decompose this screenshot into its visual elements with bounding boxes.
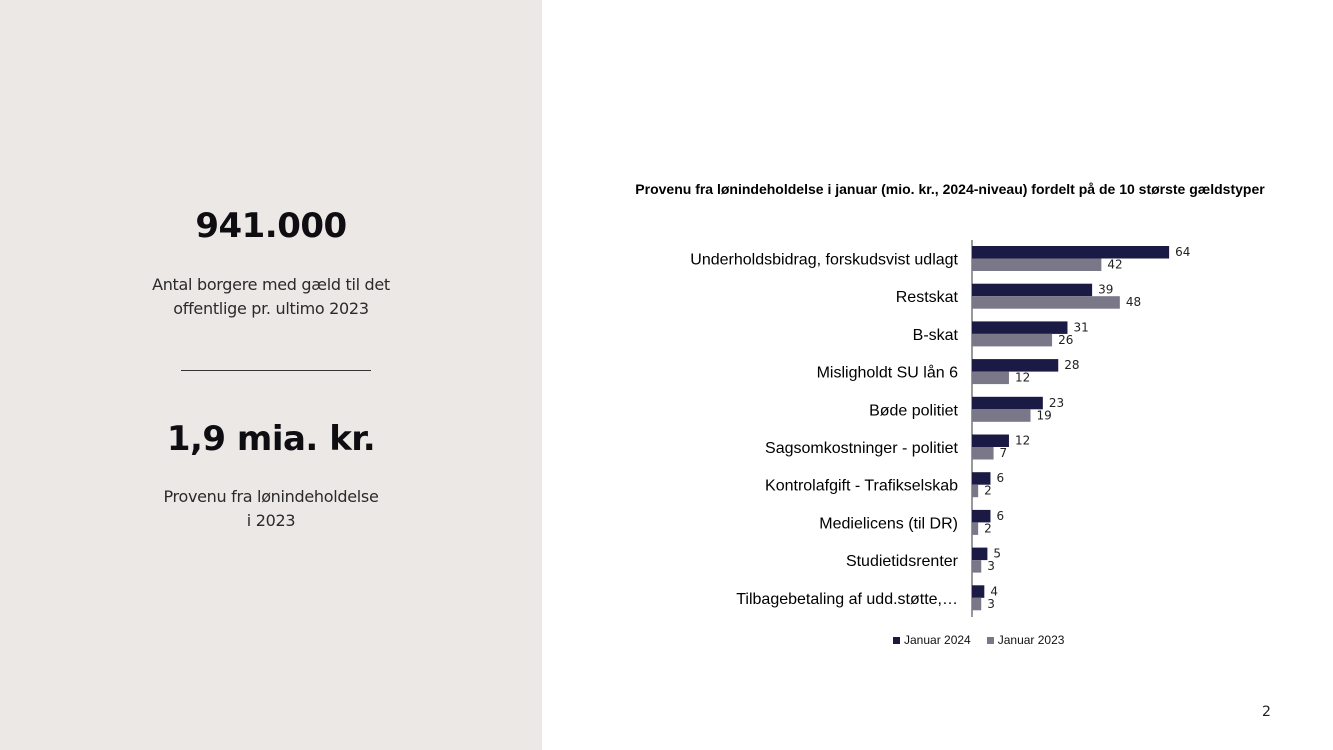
bar-2023: [972, 258, 1102, 271]
bar-2023: [972, 409, 1031, 422]
data-label: 3: [987, 559, 995, 573]
bar-2023: [972, 371, 1009, 385]
bar-2024: [972, 283, 1093, 297]
data-label: 12: [1015, 371, 1030, 385]
bar-2024: [972, 472, 991, 485]
data-label: 12: [1015, 434, 1030, 448]
legend-label-2023: Januar 2023: [997, 633, 1065, 647]
data-label: 28: [1064, 358, 1079, 372]
category-label: Tilbagebetaling af udd.støtte,…: [736, 591, 958, 608]
data-label: 7: [1000, 446, 1008, 460]
category-label: Sagsomkostninger - politiet: [765, 440, 959, 457]
data-label: 26: [1058, 333, 1073, 347]
category-label: Bøde politiet: [869, 402, 958, 419]
bar-2023: [972, 522, 979, 535]
legend-swatch-2023: [986, 636, 994, 644]
bar-2024: [972, 321, 1068, 334]
data-label: 39: [1098, 283, 1113, 297]
category-label: Restskat: [896, 289, 959, 306]
data-label: 42: [1107, 258, 1122, 272]
bar-2023: [972, 484, 979, 498]
data-label: 48: [1126, 295, 1141, 309]
left-panel: 941.000 Antal borgere med gæld til det o…: [0, 0, 542, 750]
stat-debtors-value: 941.000: [195, 206, 347, 246]
stat-debtors-label-line2: offentlige pr. ultimo 2023: [173, 299, 369, 318]
stat-revenue-label-line1: Provenu fra lønindeholdelse: [163, 487, 379, 506]
data-label: 5: [993, 547, 1001, 561]
chart-legend: Januar 2024 Januar 2023: [893, 633, 1064, 647]
bar-2024: [972, 396, 1043, 410]
data-label: 6: [996, 471, 1004, 485]
category-label: Studietidsrenter: [846, 553, 959, 570]
stat-revenue-label-line2: i 2023: [246, 511, 296, 530]
data-label: 31: [1073, 320, 1088, 334]
category-label: Underholdsbidrag, forskudsvist udlagt: [690, 252, 958, 269]
page-number: 2: [1262, 704, 1271, 720]
stat-debtors-label: Antal borgere med gæld til det offentlig…: [120, 273, 422, 321]
legend-swatch-2024: [893, 636, 900, 644]
bar-2023: [972, 597, 982, 611]
chart-title: Provenu fra lønindeholdelse i januar (mi…: [635, 181, 1265, 197]
legend-label-2024: Januar 2024: [904, 633, 971, 647]
data-label: 23: [1049, 396, 1064, 410]
data-label: 4: [990, 584, 998, 598]
legend-item-2023: Januar 2023: [986, 633, 1065, 647]
bar-2024: [972, 359, 1059, 372]
category-label: B-skat: [913, 327, 959, 344]
bar-2023: [972, 333, 1053, 347]
category-label: Medielicens (til DR): [819, 515, 958, 532]
bar-2024: [972, 547, 988, 561]
data-label: 19: [1037, 408, 1052, 422]
bar-2024: [972, 246, 1170, 259]
data-label: 2: [984, 484, 992, 498]
bar-2024: [972, 585, 985, 598]
bar-2024: [972, 509, 991, 523]
category-label: Kontrolafgift - Trafikselskab: [765, 478, 958, 495]
data-label: 2: [984, 521, 992, 535]
bar-2023: [972, 296, 1120, 309]
data-label: 64: [1175, 245, 1190, 259]
data-label: 3: [987, 597, 995, 611]
bar-2024: [972, 434, 1009, 447]
legend-item-2024: Januar 2024: [893, 633, 971, 647]
category-label: Misligholdt SU lån 6: [817, 364, 959, 382]
stat-revenue-value: 1,9 mia. kr.: [166, 419, 376, 459]
bar-2023: [972, 560, 982, 573]
data-label: 6: [996, 509, 1004, 523]
stat-revenue-label: Provenu fra lønindeholdelse i 2023: [120, 485, 422, 533]
stat-debtors-label-line1: Antal borgere med gæld til det: [152, 275, 390, 294]
bar-2023: [972, 447, 994, 460]
divider: [181, 370, 371, 371]
